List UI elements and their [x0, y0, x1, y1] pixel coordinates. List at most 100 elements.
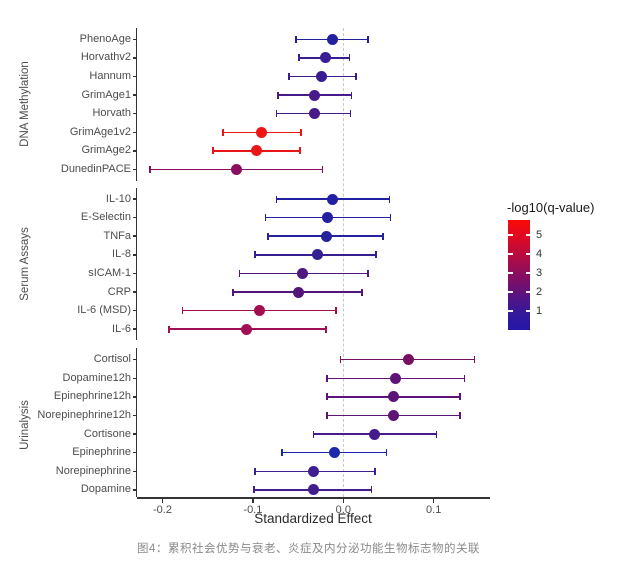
ci-cap-left	[277, 91, 279, 99]
y-axis-tick	[132, 235, 137, 237]
point-estimate-dot	[292, 286, 304, 298]
ci-cap-left	[275, 110, 278, 118]
row-label: IL-6 (MSD)	[77, 304, 131, 317]
row-label: GrimAge2	[81, 144, 131, 157]
y-axis-tick	[132, 216, 137, 219]
ci-cap-left	[238, 269, 241, 277]
y-axis-line	[135, 28, 138, 181]
point-estimate-dot	[326, 193, 338, 205]
row-label: IL-10	[105, 192, 131, 205]
row-label: PhenoAge	[79, 32, 131, 45]
ci-cap-left	[312, 430, 315, 438]
ci-cap-left	[288, 73, 290, 80]
point-estimate-dot	[307, 465, 319, 477]
legend-title: -log10(q-value)	[507, 200, 595, 215]
legend-tick-mark	[508, 310, 513, 312]
legend-tick-mark	[525, 272, 530, 274]
y-axis-tick	[132, 358, 137, 361]
row-label: GrimAge1	[81, 88, 131, 101]
ci-cap-right	[299, 147, 301, 155]
ci-cap-left	[275, 195, 278, 203]
row-label: CRP	[107, 285, 131, 298]
y-axis-tick	[132, 94, 137, 96]
ci-cap-right	[335, 307, 337, 315]
point-estimate-dot	[320, 230, 332, 242]
x-axis-tick	[252, 498, 254, 503]
ci-cap-right	[435, 430, 438, 438]
legend-tick-mark	[525, 291, 530, 293]
ci-cap-right	[389, 214, 392, 222]
y-axis-tick	[132, 272, 137, 275]
row-label: sICAM-1	[88, 266, 131, 279]
ci-cap-left	[222, 128, 224, 136]
ci-cap-left	[253, 467, 256, 475]
ci-cap-right	[355, 73, 357, 80]
y-axis-tick	[132, 414, 137, 417]
point-estimate-dot	[316, 71, 328, 82]
row-label: IL-8	[112, 248, 131, 261]
ci-cap-right	[300, 128, 302, 136]
ci-cap-right	[361, 288, 364, 296]
y-axis-tick	[132, 150, 137, 152]
y-axis-tick	[132, 198, 137, 200]
ci-cap-left	[149, 166, 151, 173]
y-axis-tick	[132, 470, 137, 473]
point-estimate-dot	[387, 410, 399, 421]
row-label: Horvathv2	[80, 51, 131, 64]
legend-tick-mark	[508, 234, 513, 236]
row-label: Cortisone	[83, 427, 131, 440]
row-label: Epinephrine	[72, 446, 131, 459]
x-axis-tick-label: 0.1	[426, 504, 442, 516]
y-axis-tick	[132, 377, 137, 380]
y-axis-tick	[132, 433, 137, 435]
y-axis-tick	[132, 489, 137, 491]
point-estimate-dot	[231, 164, 243, 175]
y-axis-tick	[132, 254, 137, 256]
legend-tick-label: 1	[536, 304, 543, 317]
ci-cap-right	[459, 412, 461, 419]
y-axis-tick	[132, 291, 137, 293]
ci-cap-right	[321, 166, 324, 173]
y-axis-tick	[132, 309, 137, 312]
ci-cap-left	[181, 307, 184, 315]
point-estimate-dot	[311, 249, 323, 261]
zero-reference-line	[342, 28, 344, 497]
point-estimate-dot	[251, 145, 263, 157]
ci-cap-right	[473, 356, 476, 364]
row-label: GrimAge1v2	[69, 125, 131, 138]
ci-cap-right	[366, 35, 369, 43]
ci-cap-left	[295, 35, 298, 43]
ci-cap-right	[325, 325, 327, 333]
y-axis-tick	[132, 451, 137, 454]
y-axis-tick	[132, 396, 137, 398]
row-label: Dopamine	[80, 483, 131, 496]
point-estimate-dot	[387, 391, 399, 403]
x-axis-title: Standardized Effect	[254, 511, 372, 526]
ci-cap-left	[339, 356, 342, 364]
legend-tick-mark	[508, 272, 513, 274]
point-estimate-dot	[402, 354, 414, 366]
ci-cap-right	[366, 269, 369, 277]
point-estimate-dot	[322, 212, 334, 224]
row-label: E-Selectin	[80, 211, 131, 224]
x-axis-tick	[432, 498, 435, 503]
legend-tick-mark	[525, 310, 530, 312]
x-axis-tick	[161, 498, 164, 503]
row-label: Epinephrine12h	[53, 390, 131, 403]
legend-tick-mark	[508, 253, 513, 255]
ci-cap-right	[463, 374, 466, 382]
ci-cap-left	[168, 325, 170, 333]
legend-tick-label: 5	[536, 228, 543, 241]
y-axis-tick	[132, 57, 137, 59]
y-axis-tick	[132, 328, 137, 330]
y-axis-tick	[132, 112, 137, 115]
row-label: DunedinPACE	[60, 163, 131, 175]
ci-cap-left	[253, 486, 255, 494]
row-label: Dopamine12h	[62, 371, 132, 384]
row-label: IL-6	[112, 322, 131, 335]
ci-cap-right	[459, 393, 461, 401]
row-label: Norepinephrine12h	[37, 409, 131, 421]
y-axis-tick	[132, 38, 137, 41]
ci-cap-left	[253, 251, 256, 259]
